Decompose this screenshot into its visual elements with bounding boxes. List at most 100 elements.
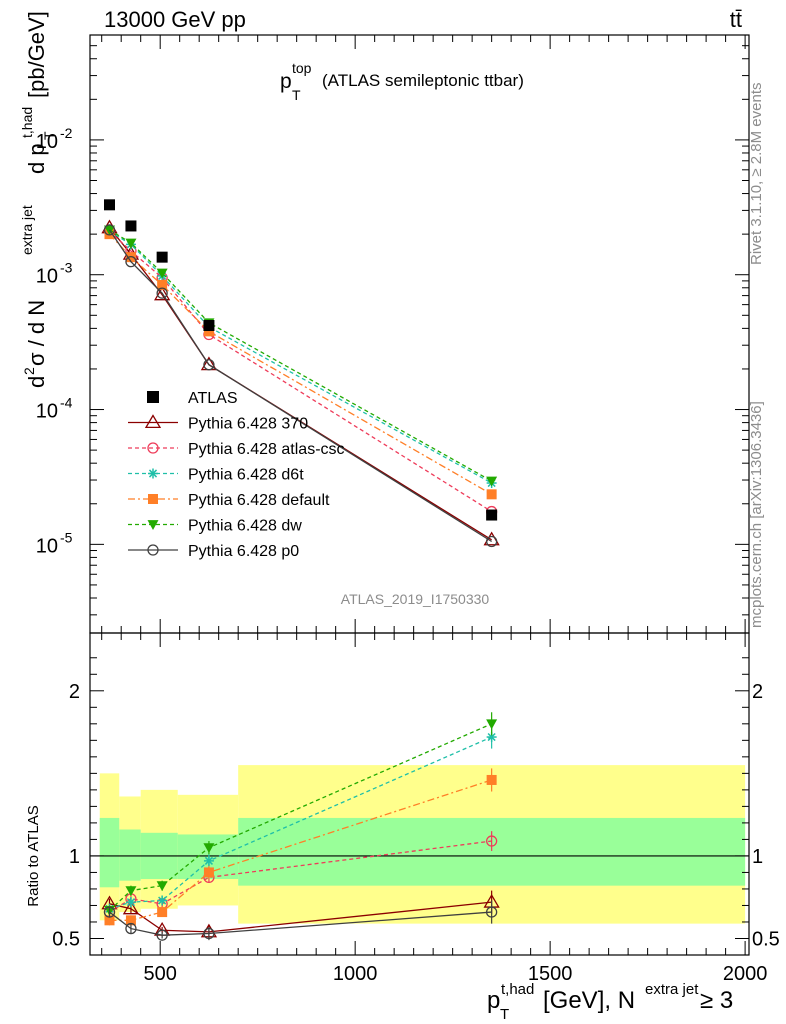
ratio-point (157, 895, 168, 906)
data-point (125, 220, 137, 232)
band-1sigma-4 (238, 817, 746, 886)
y-tick-label-exponent: -4 (60, 395, 73, 411)
series-line-ratio (109, 779, 492, 921)
band-1sigma-1 (119, 829, 141, 881)
x-axis-label: p t,had T [GeV], N extra jet ≥ 3 (487, 981, 733, 1023)
ratio-y-tick-label-left: 0.5 (52, 928, 80, 950)
series-line-main (109, 230, 492, 484)
ratio-point (156, 929, 168, 941)
header-energy-label: 13000 GeV pp (104, 7, 246, 32)
ratio-point (486, 774, 497, 785)
legend-label: Pythia 6.428 370 (188, 416, 308, 433)
data-point (486, 476, 498, 487)
legend-marker (148, 494, 158, 504)
ratio-point (104, 915, 115, 926)
legend-marker (148, 468, 158, 479)
y-tick-label: 10 (36, 131, 58, 153)
data-point (485, 535, 498, 548)
x-label-units: [GeV], N (543, 987, 635, 1014)
x-label-p: p (487, 987, 500, 1014)
data-point (125, 256, 137, 268)
ratio-point (485, 835, 498, 847)
legend-marker (147, 442, 159, 454)
plot-title-subscript: T (292, 87, 301, 103)
ratio-uncertainty-bands (90, 765, 749, 924)
x-tick-label: 1000 (333, 963, 378, 985)
legend-entry-pythia-6-428-default: Pythia 6.428 default (128, 492, 330, 509)
data-point (486, 489, 497, 500)
x-label-condition: ≥ 3 (700, 987, 733, 1014)
ratio-y-tick-label-right: 2 (752, 681, 763, 703)
legend-entry-pythia-6-428-370: Pythia 6.428 370 (128, 414, 308, 433)
y-tick-label-exponent: -3 (60, 260, 73, 276)
ratio-point (125, 897, 136, 908)
ratio-point (125, 922, 137, 935)
analysis-id-label: ATLAS_2019_I1750330 (341, 591, 490, 607)
legend-label: Pythia 6.428 p0 (188, 543, 299, 560)
ratio-point (125, 915, 136, 926)
ratio-point (486, 719, 498, 730)
legend-marker (147, 391, 159, 403)
data-point (156, 268, 168, 279)
ratio-y-tick-label-right: 1 (752, 846, 763, 868)
legend-entry-atlas: ATLAS (147, 390, 238, 407)
main-y-axis-label: d 2 σ / d N extra jet d p t,had T [pb/Ge… (19, 11, 57, 388)
data-point (157, 279, 168, 290)
ratio-point (122, 900, 140, 915)
legend-entry-pythia-6-428-p0: Pythia 6.428 p0 (128, 543, 299, 560)
data-point (203, 320, 215, 332)
y-label-extra-jet: extra jet (19, 205, 35, 255)
mcplots-credit-label: mcplots.cern.ch [arXiv:1306.3436] (748, 401, 765, 628)
data-point (103, 199, 115, 211)
ratio-y-axis-label: Ratio to ATLAS (25, 805, 42, 906)
y-label-dp: d p (24, 143, 49, 174)
legend-label: Pythia 6.428 d6t (188, 467, 304, 484)
data-point (154, 286, 171, 301)
x-label-T: T (500, 1006, 509, 1023)
legend-label: Pythia 6.428 dw (188, 518, 302, 535)
ratio-y-tick-label-right: 0.5 (752, 928, 780, 950)
plot-title: (ATLAS semileptonic ttbar) (322, 71, 524, 90)
y-label-d: d (24, 376, 49, 388)
x-tick-label: 500 (144, 963, 177, 985)
data-point (156, 287, 168, 299)
legend-marker (147, 544, 159, 556)
ratio-point (203, 855, 214, 866)
series-line-main (108, 229, 492, 543)
star-stroke (126, 898, 136, 907)
x-tick-label: 1500 (528, 963, 573, 985)
series-layer (101, 199, 500, 941)
data-point (203, 326, 214, 337)
ratio-point (486, 732, 497, 743)
y-tick-label-exponent: -5 (60, 529, 73, 545)
ratio-point (485, 906, 498, 918)
ratio-point (203, 843, 215, 854)
ratio-point (103, 906, 116, 918)
series-line-main (109, 229, 492, 482)
ratio-y-tick-label-left: 2 (69, 681, 80, 703)
ratio-point (156, 881, 168, 892)
band-1sigma-0 (99, 817, 120, 888)
ratio-point (125, 886, 137, 897)
y-label-power: 2 (21, 367, 37, 375)
y-label-sigma-dn: σ / d N (24, 300, 49, 366)
y-label-units: [pb/GeV] (24, 11, 49, 98)
star-stroke (204, 856, 213, 865)
star-stroke (148, 469, 158, 478)
legend-label: Pythia 6.428 atlas-csc (188, 441, 345, 458)
ratio-point (203, 867, 214, 878)
y-tick-label: 10 (36, 535, 58, 557)
series-line-ratio (109, 736, 492, 910)
legend-entry-pythia-6-428-d6t: Pythia 6.428 d6t (128, 467, 304, 484)
y-label-T: T (41, 131, 57, 140)
legend-label: Pythia 6.428 default (188, 492, 330, 509)
data-point (103, 224, 116, 236)
legend-label: ATLAS (188, 390, 238, 407)
y-tick-label: 10 (36, 401, 58, 423)
x-label-thad: t,had (501, 981, 534, 998)
data-point (486, 509, 498, 521)
series-atlas (103, 199, 498, 521)
y-tick-label-exponent: -2 (60, 125, 73, 141)
